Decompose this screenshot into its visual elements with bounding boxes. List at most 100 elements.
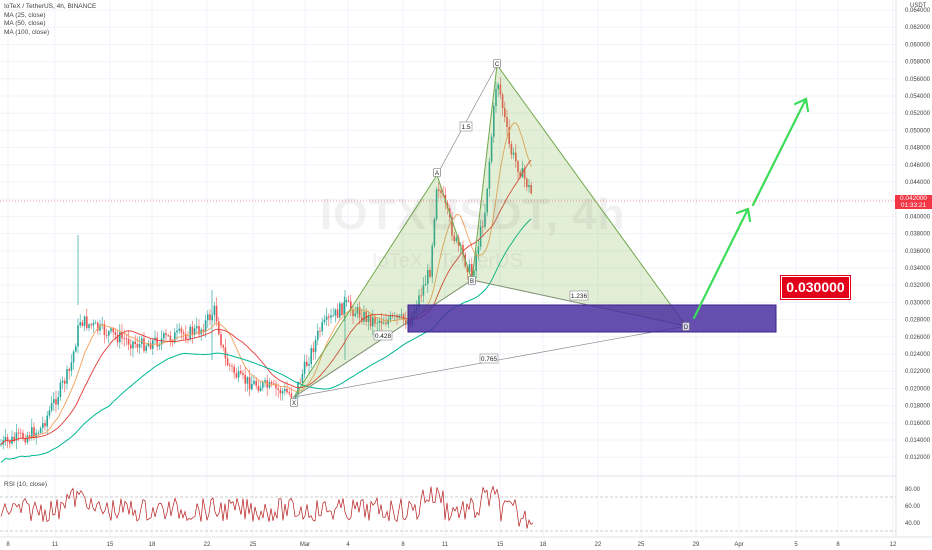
rsi-legend[interactable]: RSI (10, close) (4, 481, 47, 488)
price-tick-label: 0.030000 (905, 300, 931, 306)
candle-body (50, 403, 53, 411)
candle-body (286, 388, 288, 393)
candle-body (253, 380, 255, 384)
candle-body (268, 382, 271, 388)
candle-body (508, 127, 510, 145)
candle-body (455, 237, 458, 242)
candle-body (264, 380, 266, 383)
candle-body (176, 330, 178, 333)
candle-body (154, 337, 156, 341)
candle-body (39, 428, 42, 433)
ratio-box (479, 353, 499, 364)
candle-body (169, 335, 172, 341)
price-tick-label: 0.034000 (905, 266, 931, 272)
candle-body (167, 335, 169, 336)
candle-body (92, 322, 95, 326)
candle-body (127, 338, 130, 345)
candle-body (77, 325, 79, 347)
candle-body (37, 432, 40, 434)
candle-body (103, 323, 106, 335)
candle-body (97, 322, 99, 331)
target-zone[interactable] (407, 304, 777, 333)
time-tick-label: 25 (250, 542, 257, 548)
time-axis[interactable]: 8 11 15 18 22 25 Mar 4 8 11 15 18 22 25 29 Apr 5 8 12 (6, 542, 897, 548)
candle-body (259, 387, 262, 391)
rsi-tick-label: 60.00 (905, 504, 921, 510)
candle-body (301, 373, 304, 383)
candle-body (123, 338, 125, 340)
candle-body (193, 328, 196, 336)
price-tick-label: 0.048000 (905, 146, 931, 152)
symbol-title[interactable]: IoTeX / TetherUS, 4h, BINANCE (4, 3, 97, 10)
candle-body (438, 189, 440, 191)
price-tick-label: 0.038000 (905, 232, 931, 238)
candle-body (83, 316, 86, 326)
candle-body (343, 301, 345, 315)
price-tick-label: 0.040000 (905, 214, 931, 220)
candle-body (336, 309, 339, 318)
time-tick-label: 8 (401, 542, 405, 548)
price-tick-label: 0.046000 (905, 163, 931, 169)
time-tick-label: 29 (693, 542, 700, 548)
candle-body (367, 315, 370, 322)
price-tick-label: 0.026000 (905, 335, 931, 341)
candle-body (110, 328, 112, 332)
candle-body (495, 89, 497, 106)
candle-body (174, 332, 176, 343)
rsi-line (0, 485, 534, 529)
candle-body (453, 235, 455, 242)
rsi-axis: 80.00 60.00 40.00 (905, 487, 921, 527)
time-tick-label: 8 (6, 542, 10, 548)
candle-body (218, 321, 220, 335)
candle-body (484, 212, 486, 228)
candle-body (81, 322, 84, 326)
candle-body (334, 309, 337, 316)
candle-body (374, 317, 376, 324)
candle-body (277, 388, 279, 390)
price-axis[interactable]: 0.064000 0.062000 0.060000 0.058000 0.056000… (905, 8, 931, 461)
candle-body (378, 320, 381, 323)
price-tick-label: 0.020000 (905, 386, 931, 392)
candle-body (55, 399, 57, 405)
candle-body (6, 437, 9, 441)
candle-body (13, 436, 15, 441)
ma-50-line (0, 159, 532, 445)
candle-body (209, 314, 211, 321)
candle-body (332, 315, 334, 317)
candle-body (143, 338, 145, 351)
candle-body (251, 383, 253, 390)
symbol-watermark-sub: IoTeX / TetherUS (372, 250, 523, 272)
time-tick-label: 5 (794, 542, 798, 548)
price-tick-label: 0.064000 (905, 8, 931, 14)
legend-ma-50[interactable]: MA (50, close) (4, 20, 46, 27)
candle-body (284, 388, 286, 392)
candle-body (189, 326, 191, 340)
target-price-label[interactable]: 0.030000 (781, 276, 850, 299)
candle-body (473, 270, 475, 276)
legend-ma-25[interactable]: MA (25, close) (4, 11, 46, 19)
chart-legend: IoTeX / TetherUS, 4h, BINANCE MA (25, cl… (4, 3, 96, 37)
price-tick-label: 0.022000 (905, 369, 931, 375)
candle-body (512, 152, 515, 155)
candle-body (70, 362, 73, 371)
candle-body (319, 330, 321, 332)
candle-body (427, 269, 429, 284)
candle-body (125, 338, 128, 340)
candle-body (422, 285, 425, 296)
candle-body (180, 328, 183, 333)
candle-body (108, 331, 110, 336)
pattern-point-B: B (470, 279, 474, 285)
time-tick-label: 11 (52, 542, 59, 548)
candle-body (240, 371, 242, 374)
time-tick-label: 18 (149, 542, 156, 548)
candle-body (347, 300, 350, 302)
candle-body (526, 178, 528, 188)
candle-body (48, 410, 51, 416)
candle-body (112, 328, 114, 333)
candle-body (53, 399, 55, 404)
candle-body (178, 328, 180, 331)
current-price-value: 0.042000 (899, 195, 928, 202)
legend-ma-100[interactable]: MA (100, close) (4, 28, 50, 36)
candle-body (222, 345, 224, 348)
